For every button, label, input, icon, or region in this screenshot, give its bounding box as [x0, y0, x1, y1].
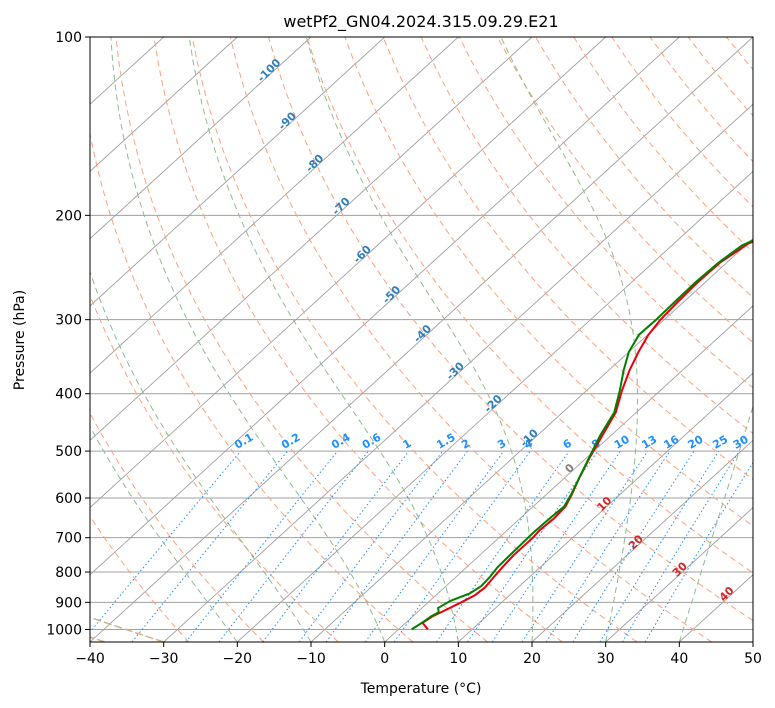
dry-adiabat-line	[306, 37, 753, 574]
x-tick-label: −30	[149, 651, 179, 667]
mixing-ratio-line	[131, 450, 288, 642]
y-tick-label: 700	[55, 531, 82, 547]
y-tick-label: 600	[55, 491, 82, 507]
y-tick-label: 200	[55, 208, 82, 224]
isotherm-line	[90, 37, 386, 307]
plot-area: 0.10.20.40.611.52346810131620253036-100-…	[90, 37, 772, 642]
mixing-ratio-line	[435, 450, 570, 642]
isotherm-line	[90, 37, 680, 576]
isotherm-line	[90, 37, 312, 240]
mixing-ratio-line	[491, 450, 621, 642]
x-tick-label: −20	[223, 651, 253, 667]
dry-adiabat-line	[90, 515, 190, 642]
y-tick-label: 300	[55, 313, 82, 329]
dry-adiabat-line	[90, 412, 264, 642]
y-axis-label: Pressure (hPa)	[12, 290, 28, 390]
y-tick-label: 1000	[46, 622, 82, 638]
mixing-ratio-line	[185, 450, 338, 642]
isotherm-line	[90, 37, 533, 441]
dry-adiabat-line	[496, 37, 753, 344]
y-tick-label: 500	[55, 444, 82, 460]
isotherm-line	[90, 37, 753, 642]
mixing-ratio-line	[521, 450, 649, 642]
isotherm-line	[236, 170, 753, 642]
moist-adiabat-line	[305, 37, 534, 642]
mixing-ratio-line	[90, 450, 242, 633]
mixing-ratio-line	[298, 450, 444, 642]
isotherm-line	[310, 238, 753, 642]
dry-adiabat-line	[344, 37, 753, 527]
mixing-ratio-line	[393, 450, 531, 642]
mixing-ratio-label: 36	[752, 433, 772, 452]
plot-frame	[89, 36, 754, 643]
y-tick-label: 800	[55, 565, 82, 581]
mixing-ratio-line	[262, 450, 410, 642]
isotherm-line	[457, 372, 753, 642]
mixing-ratio-line	[545, 450, 671, 642]
dry-adiabat-line	[191, 37, 638, 642]
x-tick-label: −40	[75, 651, 105, 667]
y-tick-label: 100	[55, 30, 82, 46]
moist-adiabat-line	[90, 270, 312, 642]
isotherm-line	[531, 439, 753, 642]
dry-adiabat-line	[382, 37, 753, 481]
chart-title: wetPf2_GN04.2024.315.09.29.E21	[283, 12, 558, 32]
isotherm-line	[90, 37, 607, 509]
x-tick-label: 50	[744, 651, 762, 667]
x-tick-label: 20	[523, 651, 541, 667]
x-tick-label: 10	[449, 651, 467, 667]
mixing-ratio-line	[621, 450, 740, 642]
dry-adiabat-line	[153, 37, 563, 642]
x-tick-label: 40	[670, 651, 688, 667]
x-axis: −40 −30 −20 −10 0 10 20 30 40 50	[75, 642, 762, 667]
isotherm-line	[90, 37, 459, 374]
x-axis-label: Temperature (°C)	[360, 681, 482, 697]
dry-adiabat-line	[115, 37, 488, 642]
mixing-ratio-line	[572, 450, 695, 642]
mixing-ratio-line	[467, 450, 599, 642]
moist-adiabat-line	[500, 37, 639, 642]
x-tick-label: 0	[380, 651, 389, 667]
isotherm-line	[384, 305, 753, 642]
moist-adiabat-line	[188, 37, 459, 642]
x-tick-label: 30	[597, 651, 615, 667]
isotherm-line	[605, 506, 753, 642]
moist-adiabat-line	[110, 37, 386, 642]
moist-adiabat-line	[90, 425, 238, 642]
dry-adiabat-line	[229, 37, 712, 642]
y-tick-label: 900	[55, 595, 82, 611]
mixing-ratio-line	[364, 450, 505, 642]
dry-adiabat-line	[535, 37, 753, 298]
temperature-profile-line	[421, 240, 753, 631]
moist-adiabat-line	[678, 404, 753, 642]
isotherm-line	[90, 37, 238, 173]
dewpoint-profile-line	[411, 239, 753, 631]
x-tick-label: −10	[296, 651, 326, 667]
y-axis: 100 200 300 400 500 600 700 800 900 1000	[46, 30, 90, 638]
mixing-ratio-line	[325, 450, 468, 642]
y-tick-label: 400	[55, 387, 82, 403]
dry-adiabat-line	[90, 131, 414, 642]
isotherm-line	[163, 103, 753, 642]
